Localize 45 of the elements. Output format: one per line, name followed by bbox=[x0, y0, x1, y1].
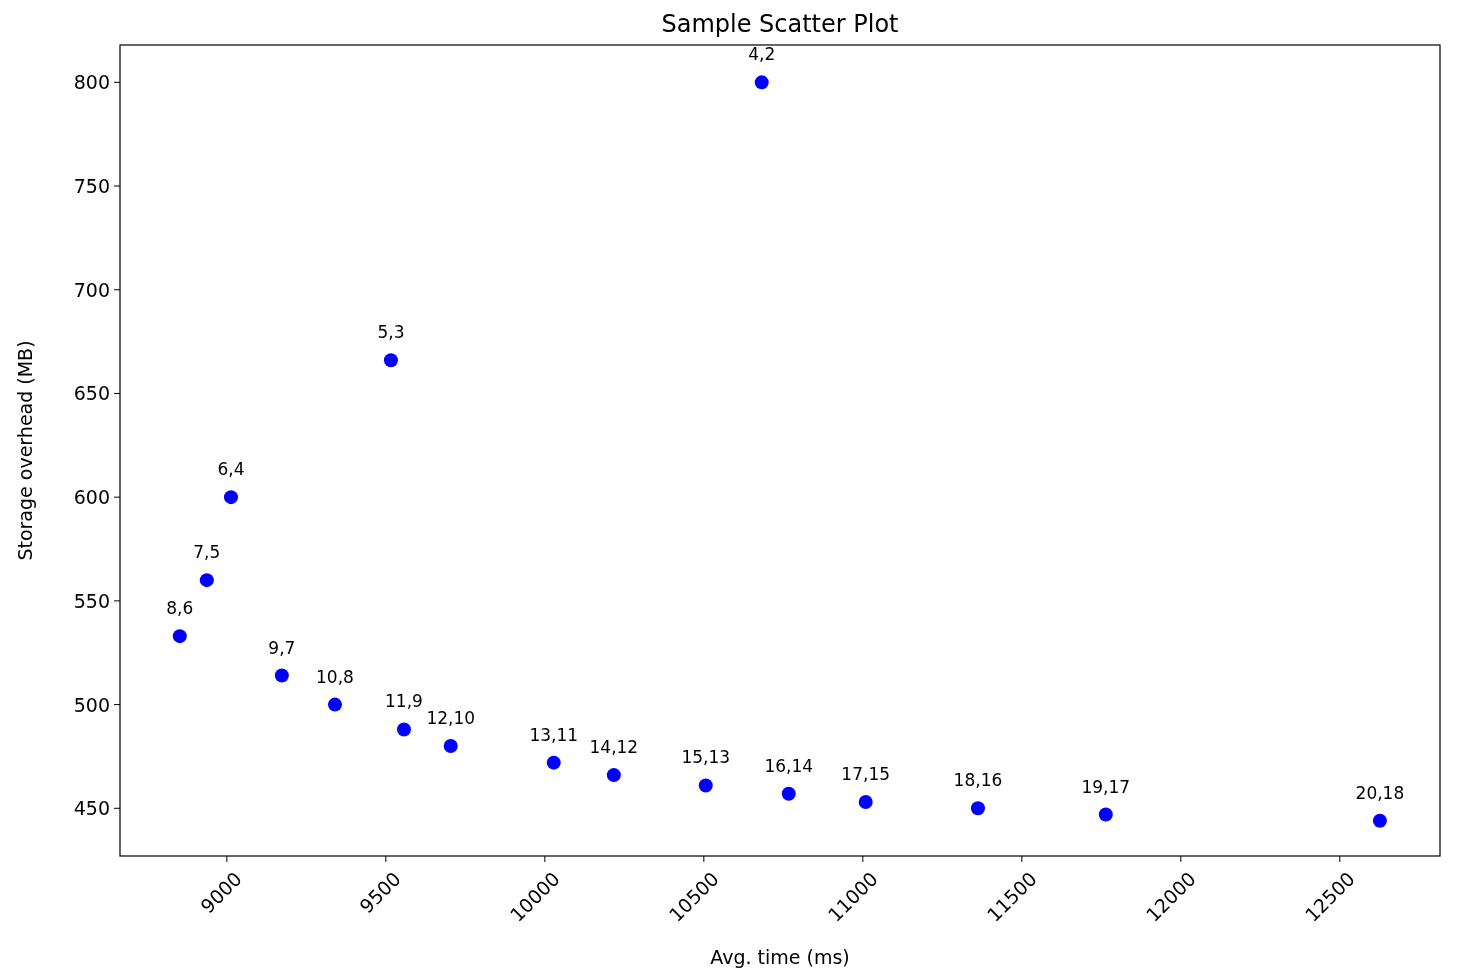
annotation: 7,5 bbox=[193, 542, 221, 563]
annotation: 17,15 bbox=[841, 764, 891, 785]
point bbox=[274, 668, 289, 683]
annotation: 20,18 bbox=[1355, 782, 1405, 803]
annotation: 8,6 bbox=[166, 598, 194, 619]
annotation: 13,11 bbox=[529, 724, 579, 745]
point bbox=[199, 573, 214, 588]
point bbox=[396, 722, 411, 737]
y-tick-label: 650 bbox=[73, 382, 110, 405]
y-tick-label: 750 bbox=[73, 175, 110, 198]
annotation: 6,4 bbox=[217, 459, 245, 480]
annotation: 9,7 bbox=[268, 637, 296, 658]
chart-title: Sample Scatter Plot bbox=[661, 10, 899, 38]
annotation: 16,14 bbox=[764, 755, 814, 776]
point bbox=[754, 75, 769, 90]
point bbox=[172, 629, 187, 644]
annotation: 11,9 bbox=[385, 691, 423, 712]
point bbox=[327, 697, 342, 712]
annotation: 5,3 bbox=[377, 322, 405, 343]
y-tick-label: 600 bbox=[73, 486, 110, 509]
point bbox=[443, 739, 458, 754]
point bbox=[383, 353, 398, 368]
annotation: 4,2 bbox=[748, 44, 776, 65]
point bbox=[546, 755, 561, 770]
point bbox=[223, 490, 238, 505]
annotation: 10,8 bbox=[316, 666, 354, 687]
point bbox=[698, 778, 713, 793]
annotation: 19,17 bbox=[1081, 776, 1131, 797]
annotation: 12,10 bbox=[426, 708, 476, 729]
point bbox=[1372, 813, 1387, 828]
point bbox=[606, 768, 621, 783]
annotation: 14,12 bbox=[589, 737, 639, 758]
point bbox=[781, 786, 796, 801]
point bbox=[1098, 807, 1113, 822]
y-tick-label: 700 bbox=[73, 278, 110, 301]
y-tick-label: 500 bbox=[73, 693, 110, 716]
point bbox=[970, 801, 985, 816]
annotation: 15,13 bbox=[681, 747, 731, 768]
annotation: 18,16 bbox=[953, 770, 1003, 791]
y-tick-label: 800 bbox=[73, 71, 110, 94]
x-axis-title: Avg. time (ms) bbox=[710, 946, 850, 968]
point bbox=[858, 795, 873, 810]
y-tick-label: 450 bbox=[73, 797, 110, 820]
y-tick-label: 550 bbox=[73, 589, 110, 612]
y-axis-title: Storage overhead (MB) bbox=[14, 340, 36, 561]
